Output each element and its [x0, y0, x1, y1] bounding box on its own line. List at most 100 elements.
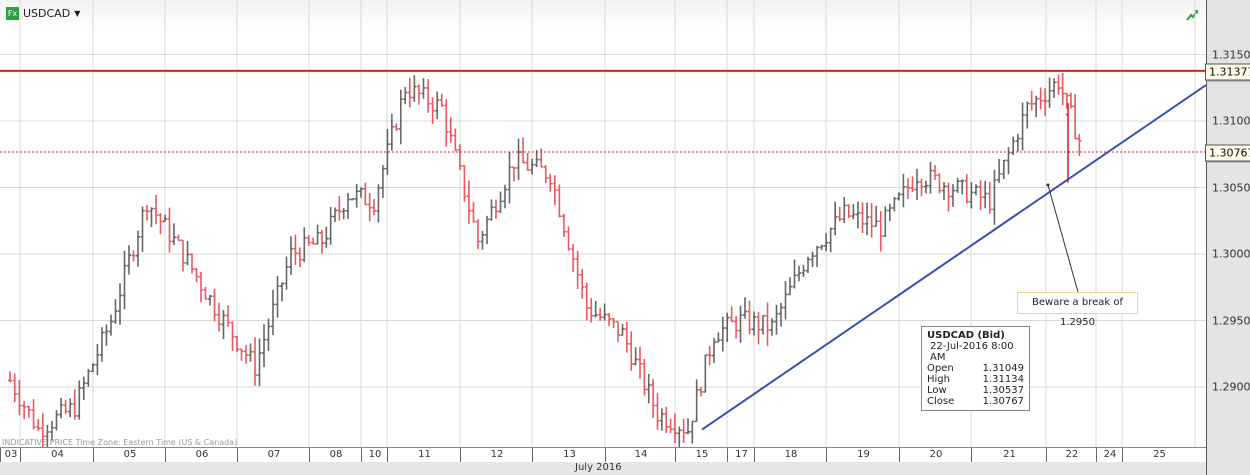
ohlc-bar: [466, 180, 471, 224]
ohlc-bar: [275, 275, 280, 318]
tooltip-row-high: High 1.31134: [927, 374, 1024, 385]
ohlc-bar: [430, 97, 435, 124]
tooltip-row-low: Low 1.30537: [927, 385, 1024, 396]
ohlc-bar: [983, 180, 988, 209]
ohlc-bar: [284, 256, 289, 290]
ohlc-bar: [712, 337, 716, 364]
last-price-tag: 1.30767: [1205, 144, 1250, 162]
ohlc-bar: [72, 389, 77, 420]
ohlc-bar: [145, 204, 149, 221]
ohlc-bar: [1034, 95, 1039, 118]
annotation-anchor: [1046, 183, 1050, 187]
ohlc-bar-last: [1066, 103, 1070, 183]
date-tick-label: 05: [93, 448, 166, 462]
ohlc-bar: [333, 207, 337, 223]
ohlc-bar: [293, 234, 298, 265]
ohlc-bar: [937, 173, 942, 194]
ohlc-bar: [992, 169, 997, 225]
ohlc-bar: [485, 215, 489, 245]
ohlc-bar: [163, 214, 167, 223]
ohlc-bar: [1073, 93, 1078, 140]
ohlc-bar: [68, 398, 73, 418]
ohlc-bar: [99, 327, 104, 362]
ohlc-bar: [521, 137, 526, 164]
ohlc-bar: [235, 335, 239, 353]
ohlc-bar: [239, 348, 244, 361]
ohlc-bar: [783, 281, 788, 320]
ohlc-bar: [942, 182, 946, 200]
indicative-price-label: INDICATIVE PRICE Time Zone: Eastern Time…: [2, 438, 238, 447]
month-axis: July 2016: [0, 462, 1206, 475]
ohlc-bar: [561, 213, 566, 237]
ohlc-bar: [453, 128, 458, 152]
ohlc-bar: [380, 164, 385, 198]
ohlc-bar: [602, 303, 607, 321]
ohlc-bar: [837, 206, 842, 222]
date-tick-label: 21: [971, 448, 1047, 462]
ohlc-bar: [363, 182, 368, 206]
ohlc-bar: [620, 323, 625, 336]
ohlc-bar: [45, 424, 50, 447]
ohlc-bar: [752, 311, 756, 336]
ohlc-bar: [1056, 74, 1061, 95]
ohlc-bar: [738, 305, 743, 343]
ohlc-bar: [403, 86, 408, 105]
ohlc-bar: [801, 264, 806, 277]
ohlc-bar: [690, 420, 695, 444]
ohlc-bar: [421, 78, 426, 99]
ohlc-bar: [901, 173, 906, 208]
ohlc-bar: [716, 332, 721, 343]
ohlc-bar: [887, 203, 892, 222]
ohlc-bar: [341, 208, 346, 220]
ohlc-bar: [199, 271, 203, 303]
ohlc-bar: [815, 245, 820, 268]
ohlc-bar: [109, 314, 113, 336]
ohlc-bar: [457, 144, 462, 170]
ohlc-bar: [659, 408, 664, 431]
ohlc-bar: [337, 196, 342, 221]
ohlc-bar: [127, 245, 131, 275]
date-axis[interactable]: 03 04 05 06 07 08 10 11 12 13 14 15 17 18 19 20 21 22 24 25: [0, 447, 1206, 463]
ohlc-bar: [593, 300, 598, 318]
ohlc-bar: [933, 165, 937, 180]
price-tick-label: 1.31500: [1212, 48, 1250, 61]
ohlc-bar: [516, 138, 521, 180]
ohlc-bar: [346, 193, 350, 219]
ohlc-bar: [924, 180, 928, 194]
ohlc-bar: [480, 230, 485, 250]
ohlc-bar: [779, 302, 783, 327]
ohlc-bar: [874, 205, 879, 228]
ohlc-bar: [548, 173, 553, 192]
ohlc-bar: [389, 113, 394, 151]
ohlc-bar: [960, 179, 965, 195]
ohlc-bar: [59, 397, 64, 419]
ohlc-bar: [512, 166, 516, 182]
ohlc-bar: [869, 203, 874, 238]
ohlc-bar: [376, 184, 381, 223]
symbol-selector[interactable]: Fx USDCAD ▼: [6, 7, 80, 20]
ohlc-bar: [642, 358, 647, 396]
ohlc-bar: [747, 300, 752, 335]
ohlc-bar: [503, 184, 507, 209]
ohlc-bar: [8, 371, 12, 383]
ohlc-bar: [987, 181, 992, 214]
ohlc-bar: [104, 324, 109, 346]
ohlc-bar: [575, 250, 580, 290]
caret-down-icon: ▼: [74, 9, 81, 18]
ohlc-bar: [494, 199, 498, 219]
ohlc-bar: [855, 201, 860, 229]
ohlc-bar: [833, 201, 838, 236]
date-tick-label: 03: [0, 448, 21, 462]
ohlc-tooltip: USDCAD (Bid) 22-Jul-2016 8:00 AM Open 1.3…: [921, 326, 1030, 411]
ohlc-bar: [217, 302, 221, 332]
ohlc-bar: [530, 158, 535, 175]
fx-icon: Fx: [6, 7, 19, 20]
ohlc-bar: [589, 298, 594, 323]
ohlc-bar: [681, 418, 686, 443]
ohlc-bar: [910, 176, 915, 193]
ohlc-bar: [17, 379, 22, 416]
ohlc-bar: [407, 77, 412, 108]
ohlc-bar: [244, 345, 248, 364]
annotation-note[interactable]: Beware a break of 1.2950: [1017, 292, 1138, 328]
price-plot[interactable]: [0, 0, 1206, 447]
